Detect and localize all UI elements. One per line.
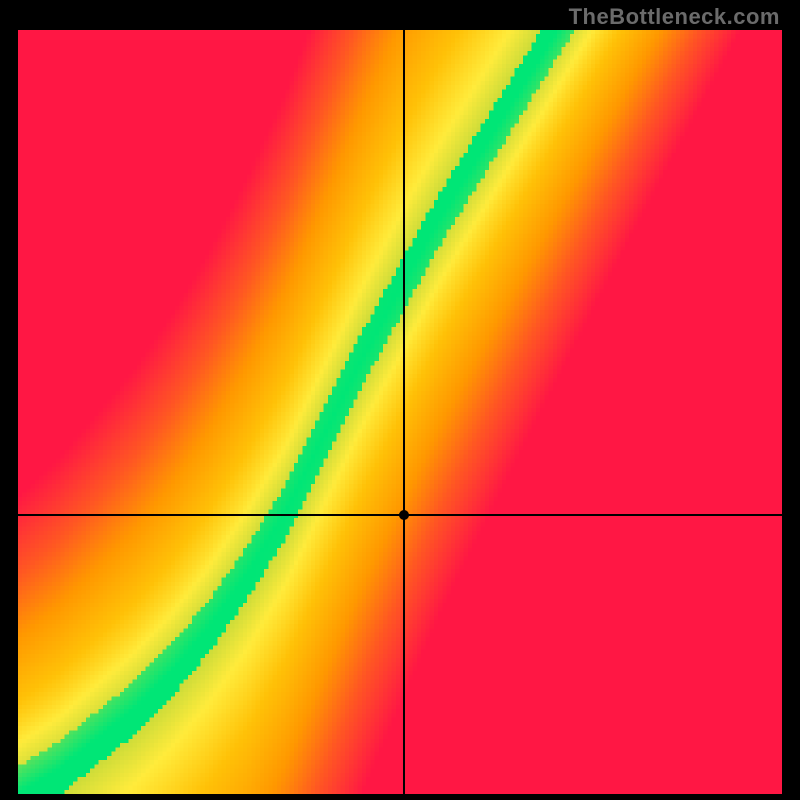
watermark-text: TheBottleneck.com (569, 4, 780, 30)
heatmap-plot (18, 30, 782, 794)
heatmap-canvas (18, 30, 782, 794)
